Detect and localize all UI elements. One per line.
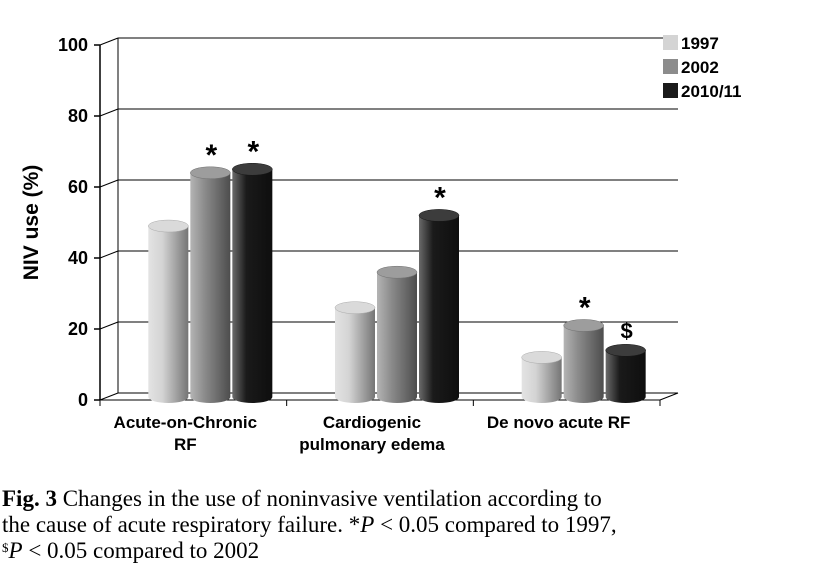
bar-body <box>605 350 646 404</box>
caption-line1-text: Changes in the use of noninvasive ventil… <box>56 486 602 511</box>
legend-label: 1997 <box>681 34 719 53</box>
significance-marker: * <box>247 135 259 168</box>
x-tick-label: RF <box>174 435 197 454</box>
caption-line-3: $P < 0.05 compared to 2002 <box>2 538 802 564</box>
legend-swatch <box>663 59 678 74</box>
legend-label: 2002 <box>681 58 719 77</box>
y-axis-title: NIV use (%) <box>20 165 43 281</box>
caption-dollar-sup: $ <box>2 540 9 555</box>
figure-caption: Fig. 3 Changes in the use of noninvasive… <box>2 486 802 564</box>
caption-line-1: Fig. 3 Changes in the use of noninvasive… <box>2 486 802 512</box>
bar-top <box>376 265 418 279</box>
y-tick-label: 40 <box>68 248 88 268</box>
significance-marker: * <box>205 139 217 172</box>
bar-2-3 <box>563 319 604 404</box>
caption-line2-rest: < 0.05 compared to 1997, <box>374 512 617 537</box>
bar-body <box>148 226 189 404</box>
legend-swatch <box>663 83 678 98</box>
gridline-depth <box>99 321 119 330</box>
legend: 1997 2002 2010/11 <box>663 34 742 101</box>
gridline-depth <box>99 108 119 117</box>
legend-label: 2010/11 <box>681 82 742 101</box>
bar-body <box>232 169 273 403</box>
bar-1-2 <box>334 301 376 403</box>
significance-marker: $ <box>621 318 633 343</box>
bar-top <box>232 163 273 176</box>
bar-2-2 <box>376 265 418 403</box>
bar-3-1 <box>232 163 273 403</box>
x-tick-label: De novo acute RF <box>487 413 631 432</box>
bar-body <box>563 325 604 404</box>
bar-body <box>521 357 562 404</box>
y-tick-label: 20 <box>68 319 88 339</box>
bar-3-3 <box>605 344 646 404</box>
bar-top <box>418 209 460 222</box>
bar-1-1 <box>148 219 189 404</box>
caption-p-symbol-2: P <box>8 538 23 563</box>
x-tick-label: Acute-on-Chronic <box>114 413 258 432</box>
gridline-depth <box>99 392 119 401</box>
labels: 0 20 40 60 80 100 NIV use (%) * * Acute-on-Chroni… <box>20 35 633 454</box>
bar-chart: 0 20 40 60 80 100 NIV use (%) * * Acute-on-Chroni… <box>20 34 742 454</box>
bar-1-3 <box>521 351 562 404</box>
gridline-depth <box>99 179 119 188</box>
y-tick-label: 80 <box>68 106 88 126</box>
bar-body <box>335 307 375 403</box>
bar-top <box>521 351 562 364</box>
bar-top <box>190 166 231 180</box>
caption-fig-label: Fig. 3 <box>2 486 57 511</box>
y-tick-label: 60 <box>68 177 88 197</box>
caption-line-2: the cause of acute respiratory failure. … <box>2 512 802 538</box>
bar-top <box>563 319 604 332</box>
x-tick-label: pulmonary edema <box>299 435 445 454</box>
bar-body <box>419 215 459 403</box>
significance-marker: * <box>434 181 446 214</box>
floor-right-edge <box>659 392 679 401</box>
x-tick-label: Cardiogenic <box>323 413 421 432</box>
bars <box>148 163 646 404</box>
bar-3-2 <box>418 209 460 403</box>
bar-body <box>190 172 231 404</box>
bar-top <box>605 344 646 357</box>
bar-top <box>334 301 376 314</box>
legend-swatch <box>663 35 678 50</box>
bar-2-1 <box>190 166 231 404</box>
y-tick-label: 0 <box>78 390 88 410</box>
caption-line3-rest: < 0.05 compared to 2002 <box>22 538 260 563</box>
gridline-depth <box>99 37 119 46</box>
y-tick-label: 100 <box>58 35 88 55</box>
caption-line2-text: the cause of acute respiratory failure. … <box>2 512 361 537</box>
caption-p-symbol: P <box>360 512 375 537</box>
bar-body <box>377 272 417 403</box>
bar-top <box>148 219 189 233</box>
significance-marker: * <box>579 291 591 324</box>
gridline-depth <box>99 250 119 259</box>
